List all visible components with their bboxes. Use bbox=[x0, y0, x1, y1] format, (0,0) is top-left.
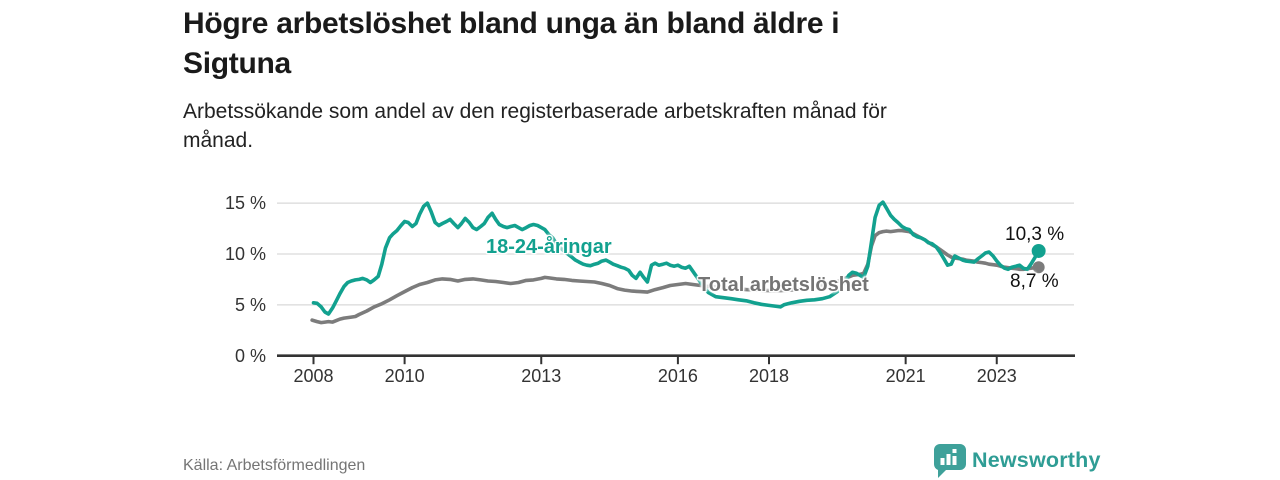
series-label-total: Total arbetslöshet bbox=[698, 274, 869, 296]
end-value-label-total: 8,7 % bbox=[1010, 271, 1059, 292]
page-subtitle-line-2: månad. bbox=[183, 129, 254, 152]
series-end-dot bbox=[1032, 261, 1045, 274]
x-axis-label: 2023 bbox=[976, 366, 1017, 386]
x-axis-label: 2018 bbox=[748, 366, 790, 386]
brand-logo: Newsworthy bbox=[933, 444, 1100, 480]
page-title-line-2: Sigtuna bbox=[183, 47, 291, 80]
y-axis-label: 10 % bbox=[224, 244, 266, 264]
y-axis-label: 0 % bbox=[234, 345, 266, 366]
x-axis-label: 2016 bbox=[657, 366, 698, 386]
x-axis-label: 2021 bbox=[885, 366, 926, 386]
brand-name: Newsworthy bbox=[972, 448, 1101, 472]
end-value-label-young: 10,3 % bbox=[1005, 224, 1065, 245]
series-end-dot bbox=[1031, 243, 1046, 258]
y-axis-label: 15 % bbox=[224, 193, 266, 214]
newsworthy-icon bbox=[933, 444, 966, 478]
source-note: Källa: Arbetsförmedlingen bbox=[183, 457, 366, 474]
series-line bbox=[311, 200, 1041, 316]
series-label-young: 18-24-åringar bbox=[486, 236, 612, 258]
x-axis-label: 2013 bbox=[521, 366, 562, 386]
x-axis-label: 2008 bbox=[293, 366, 334, 386]
page-title: Högre arbetslöshet bland unga än bland ä… bbox=[183, 4, 1083, 84]
page-subtitle-line-1: Arbetssökande som andel av den registerb… bbox=[183, 100, 887, 123]
page-title-line-1: Högre arbetslöshet bland unga än bland ä… bbox=[183, 7, 840, 40]
x-axis-label: 2010 bbox=[384, 366, 425, 386]
y-axis-label: 5 % bbox=[234, 294, 266, 315]
page-subtitle: Arbetssökande som andel av den registerb… bbox=[183, 97, 1083, 155]
